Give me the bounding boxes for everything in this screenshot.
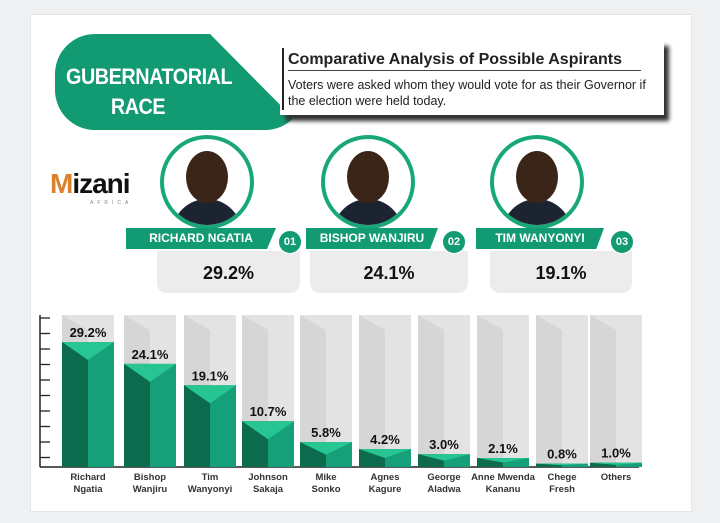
bar-track-shade (477, 315, 503, 467)
bar-value-label: 29.2% (70, 325, 107, 340)
bar-top (536, 463, 588, 466)
x-tick-label: Chege Fresh (547, 472, 577, 495)
bar-right-face (616, 462, 642, 467)
bar-chart: 29.2% 24.1% 19.1% 10.7% 5.8% 4.2% 3.0% 2.1% 0.8%… (39, 315, 642, 468)
bar-top (590, 462, 642, 465)
x-tick-label: Bishop Wanjiru (132, 472, 168, 495)
x-tick-label: Richard Ngatia (70, 472, 106, 495)
bar-top (359, 449, 411, 459)
photo-body (172, 199, 242, 225)
bar-value-label: 1.0% (601, 446, 631, 461)
candidate-rank: 03 (610, 230, 634, 254)
chart-title: Comparative Analysis of Possible Aspiran… (288, 51, 641, 71)
bar-right-face (562, 463, 588, 467)
photo-face (347, 151, 389, 203)
bar-value-label: 24.1% (132, 347, 169, 362)
title-accent-bar (282, 48, 284, 110)
x-tick-label: Others (600, 472, 632, 483)
x-tick-label: Johnson Sakaja (248, 472, 288, 495)
x-tick-label: Agnes Kagure (368, 472, 402, 495)
candidate-percent: 19.1% (490, 251, 632, 293)
bar-right-face (503, 458, 529, 467)
bar-top (62, 342, 114, 361)
bar-value-label: 3.0% (429, 437, 459, 452)
bar-left-face (62, 342, 88, 467)
x-tick-label: Mike Sonko (311, 472, 341, 495)
bar-top (124, 363, 176, 382)
bar-track-shade (418, 315, 444, 467)
x-tick-label: Anne Mwenda Kananu (471, 472, 535, 495)
banner-line-2: RACE (110, 94, 166, 119)
bar-right-face (88, 342, 114, 467)
bar-value-label: 4.2% (370, 432, 400, 447)
bar-top (477, 458, 529, 463)
bar-value-label: 10.7% (250, 404, 287, 419)
candidate-photo (490, 135, 584, 229)
bar-right-face (150, 363, 176, 467)
bar-left-face (536, 463, 562, 467)
mizani-logo: Mizani AFRICA (50, 168, 133, 206)
photo-body (333, 199, 403, 225)
photo-body (502, 199, 572, 225)
bar-value-label: 19.1% (192, 368, 229, 383)
candidate-photo (321, 135, 415, 229)
x-tick-label: Tim Wanyonyi (187, 472, 233, 495)
banner-title: GUBERNATORIAL RACE (66, 62, 233, 122)
candidate-percent: 24.1% (310, 251, 468, 293)
bar-left-face (124, 363, 150, 467)
bar-value-label: 2.1% (488, 441, 518, 456)
bar-top (300, 442, 352, 455)
x-tick-label: George Aladwa (427, 472, 461, 495)
bar-value-label: 5.8% (311, 425, 341, 440)
bar-track-shade (300, 315, 326, 467)
bar-left-face (590, 462, 616, 467)
chart-subtitle: Voters were asked whom they would vote f… (288, 78, 646, 108)
bar-track-shade (536, 315, 562, 467)
candidate-percent: 29.2% (157, 251, 300, 293)
bar-top (184, 385, 236, 404)
bar-top (418, 454, 470, 461)
candidate-name-tag: TIM WANYONYI (476, 228, 604, 249)
candidate-rank: 02 (442, 230, 466, 254)
banner-line-1: GUBERNATORIAL (66, 64, 233, 89)
title-box: Comparative Analysis of Possible Aspiran… (280, 40, 664, 115)
photo-face (186, 151, 228, 203)
candidate-name-tag: BISHOP WANJIRU (306, 228, 438, 249)
bar-value-label: 0.8% (547, 447, 577, 462)
candidate-rank: 01 (278, 230, 302, 254)
photo-face (516, 151, 558, 203)
candidate-photo (160, 135, 254, 229)
candidate-name-tag: RICHARD NGATIA (126, 228, 276, 249)
bar-top (242, 421, 294, 440)
bar-track-shade (359, 315, 385, 467)
bar-track-shade (590, 315, 616, 467)
bar-left-face (477, 458, 503, 467)
